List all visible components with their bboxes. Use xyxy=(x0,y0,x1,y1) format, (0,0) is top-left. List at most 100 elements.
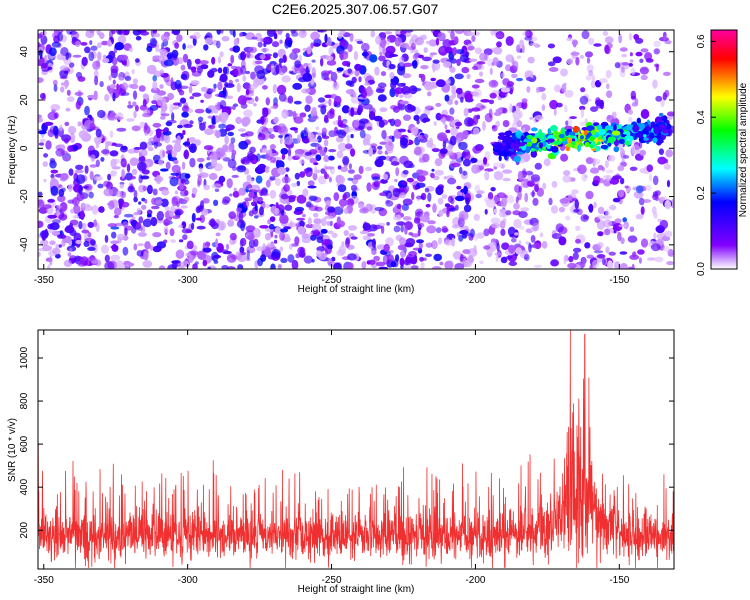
spectrogram-blob xyxy=(69,219,79,226)
spectrogram-blob xyxy=(567,262,577,269)
spectrogram-blob xyxy=(289,127,298,131)
spectrogram-blob xyxy=(345,237,351,245)
spectrogram-blob xyxy=(347,44,353,53)
spectrogram-blob xyxy=(127,185,135,193)
signal-blob xyxy=(558,133,565,139)
spectrogram-blob xyxy=(207,70,215,78)
spectrogram-blob xyxy=(448,140,453,145)
spectrogram-blob xyxy=(263,42,267,47)
spectrogram-blob xyxy=(256,246,266,252)
spectrogram-blob xyxy=(236,207,242,213)
spectrogram-blob xyxy=(484,197,490,204)
spectrogram-blob xyxy=(49,255,53,266)
spectrogram-blob xyxy=(348,225,358,231)
signal-blob xyxy=(618,124,623,129)
spectrogram-blob xyxy=(657,156,667,165)
spectrogram-blob xyxy=(144,199,148,204)
spectrogram-blob xyxy=(484,170,490,181)
spectrogram-blob xyxy=(74,91,84,97)
spectrogram-blob xyxy=(155,199,163,205)
spectrogram-blob xyxy=(418,170,429,176)
spectrogram-blob xyxy=(520,207,530,212)
spectrogram-blob xyxy=(93,175,103,181)
spectrogram-blob xyxy=(630,67,636,76)
spectrogram-blob xyxy=(645,184,652,192)
spectrogram-blob xyxy=(127,104,134,109)
spectrogram-blob xyxy=(505,210,512,216)
signal-blob xyxy=(546,144,551,150)
spectrogram-blob xyxy=(188,255,194,264)
spectrogram-blob xyxy=(404,225,408,235)
spectrogram-blob xyxy=(439,47,445,53)
spectrogram-blob xyxy=(426,225,437,234)
spectrogram-blob xyxy=(302,72,313,82)
spectrogram-blob xyxy=(468,58,478,62)
spectrogram-blob xyxy=(580,87,586,93)
spectrogram-blob xyxy=(256,70,266,80)
spectrogram-blob xyxy=(75,100,82,110)
spectrogram-blob xyxy=(270,263,276,269)
spectrogram-blob xyxy=(68,184,73,193)
spectrogram-blob xyxy=(532,242,542,249)
signal-blob xyxy=(520,135,525,142)
spectrogram-blob xyxy=(315,154,322,162)
spectrogram-blob xyxy=(346,198,355,207)
spectrogram-blob xyxy=(336,150,344,159)
spectrogram-blob xyxy=(197,116,204,123)
spectrogram-blob xyxy=(493,111,502,116)
spectrogram-blob xyxy=(259,116,267,124)
spectrogram-blob xyxy=(232,190,240,198)
spectrogram-blob xyxy=(354,63,363,71)
spectrogram-blob xyxy=(108,75,112,81)
spectrogram-blob xyxy=(214,188,220,192)
spectrogram-blob xyxy=(501,242,510,250)
spectrogram-blob xyxy=(455,49,465,54)
signal-blob xyxy=(553,130,559,138)
spectrogram-blob xyxy=(358,203,365,209)
spectrogram-blob xyxy=(274,178,281,186)
spectrogram-blob xyxy=(380,71,387,77)
spectrogram-blob xyxy=(427,220,436,225)
signal-blob xyxy=(500,150,510,157)
spectrogram-blob xyxy=(278,58,284,64)
spectrogram-blob xyxy=(92,60,101,70)
spectrogram-blob xyxy=(138,201,142,205)
signal-blob xyxy=(625,124,635,131)
spectrogram-blob xyxy=(403,160,414,169)
spectrogram-blob xyxy=(518,210,528,219)
snr-series-line xyxy=(38,330,674,568)
spectrogram-blob xyxy=(513,60,519,71)
spectrogram-blob xyxy=(378,155,387,161)
spectrogram-blob xyxy=(619,47,628,52)
spectrogram-blob xyxy=(388,54,399,57)
spectrogram-blob xyxy=(108,200,115,210)
spectrogram-blob xyxy=(215,238,219,248)
spectrogram-blob xyxy=(132,78,138,85)
spectrogram-blob xyxy=(301,88,311,94)
spectrogram-blob xyxy=(254,96,259,102)
spectrogram-blob xyxy=(350,184,358,191)
spectrogram-blob xyxy=(294,60,302,68)
spectrogram-blob xyxy=(295,223,301,227)
spectrogram-blob xyxy=(435,37,440,46)
spectrogram-blob xyxy=(627,266,634,269)
spectrogram-blob xyxy=(383,243,390,252)
spectrogram-blob xyxy=(110,240,120,244)
spectrogram-blob xyxy=(430,172,435,179)
spectrogram-blob xyxy=(530,235,536,243)
signal-blob xyxy=(602,136,607,141)
spectrogram-blob xyxy=(394,87,404,95)
spectrogram-blob xyxy=(248,46,257,54)
spectrogram-blob xyxy=(220,222,225,231)
spectrogram-blob xyxy=(203,184,211,191)
spectrogram-blob xyxy=(232,45,241,53)
spectrogram-blob xyxy=(464,92,473,101)
spectrogram-blob xyxy=(337,184,347,193)
spectrogram-blob xyxy=(411,233,420,238)
spectrogram-blob xyxy=(124,75,132,81)
spectrogram-blob xyxy=(664,199,672,210)
spectrogram-blob xyxy=(434,169,444,176)
spectrogram-blob xyxy=(316,250,322,258)
spectrogram-blob xyxy=(292,82,303,90)
spectrogram-blob xyxy=(259,225,269,229)
